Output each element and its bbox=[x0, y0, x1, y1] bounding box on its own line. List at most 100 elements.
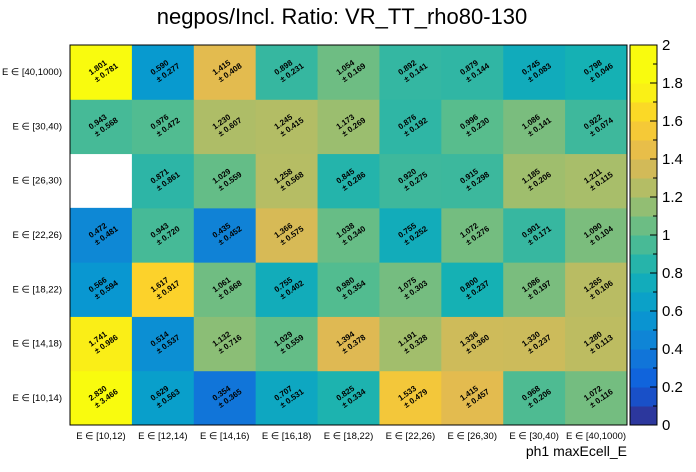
heatmap-cell bbox=[503, 207, 566, 263]
x-tick-label: E ∈ [30,40) bbox=[509, 431, 558, 442]
color-scale-tick-label: 2 bbox=[662, 37, 670, 54]
heatmap-cells bbox=[70, 45, 628, 426]
heatmap-cell bbox=[131, 207, 195, 263]
heatmap-cell bbox=[193, 207, 257, 263]
heatmap-cell bbox=[565, 45, 628, 100]
y-tick-label: E ∈ [26,30) bbox=[13, 176, 62, 187]
heatmap-cell bbox=[503, 316, 566, 372]
color-scale-swatch bbox=[630, 197, 657, 217]
y-tick-label: E ∈ [18,22) bbox=[13, 284, 62, 295]
heatmap-cell bbox=[255, 262, 319, 317]
color-scale-swatch bbox=[630, 45, 657, 65]
x-tick-label: E ∈ [26,30) bbox=[448, 431, 497, 442]
heatmap-cell bbox=[379, 262, 442, 317]
heatmap-cell bbox=[255, 370, 319, 426]
y-tick-label: E ∈ [22,26) bbox=[13, 230, 62, 241]
color-scale-swatch bbox=[630, 121, 657, 141]
color-scale-swatch bbox=[630, 330, 657, 350]
heatmap-cell bbox=[441, 99, 504, 155]
chart-title: negpos/Incl. Ratio: VR_TT_rho80-130 bbox=[157, 4, 528, 29]
color-scale-tick-label: 0.6 bbox=[662, 303, 683, 320]
heatmap-cell bbox=[503, 45, 566, 100]
color-scale-ticks: 0 0.2 0.4 0.6 0.8 1 1.2 1.4 1.6 1.8 2 bbox=[650, 37, 683, 434]
color-scale-tick-label: 0 bbox=[662, 417, 670, 434]
heatmap-cell bbox=[503, 153, 566, 209]
heatmap-cell bbox=[441, 153, 504, 209]
heatmap-cell bbox=[441, 207, 504, 263]
plot-frame bbox=[69, 44, 628, 426]
heatmap-cell bbox=[317, 316, 380, 372]
x-axis-label: ph1 maxEcell_E bbox=[526, 443, 627, 459]
y-tick-label: E ∈ [30,40) bbox=[13, 121, 62, 132]
heatmap-cell bbox=[70, 99, 133, 155]
heatmap-cell bbox=[441, 262, 504, 317]
color-scale-swatch bbox=[630, 349, 657, 369]
heatmap-cell bbox=[255, 45, 319, 100]
heatmap-cell bbox=[441, 370, 504, 426]
heatmap-cell bbox=[317, 370, 380, 426]
heatmap-cell bbox=[565, 316, 628, 372]
heatmap-cell bbox=[441, 45, 504, 100]
heatmap-cell bbox=[379, 45, 442, 100]
heatmap-cell bbox=[565, 262, 628, 317]
x-tick-label: E ∈ [12,14) bbox=[138, 431, 187, 442]
color-scale-swatch bbox=[630, 387, 657, 407]
color-scale-tick-label: 1.2 bbox=[662, 189, 683, 206]
heatmap-cell bbox=[565, 370, 628, 426]
color-scale-swatch bbox=[630, 254, 657, 274]
heatmap-cell bbox=[193, 153, 257, 209]
y-tick-labels: E ∈ [10,14) E ∈ [14,18) E ∈ [18,22) E ∈ [22… bbox=[2, 67, 62, 404]
x-tick-label: E ∈ [40,1000) bbox=[566, 431, 626, 442]
heatmap-cell bbox=[379, 153, 442, 209]
heatmap-cell bbox=[255, 153, 319, 209]
color-scale-tick-label: 1.6 bbox=[662, 113, 683, 130]
color-scale-swatch bbox=[630, 235, 657, 255]
heatmap-cell bbox=[70, 207, 133, 263]
heatmap-cell bbox=[317, 153, 380, 209]
heatmap-cell bbox=[565, 207, 628, 263]
heatmap-cell bbox=[379, 316, 442, 372]
color-scale-swatch bbox=[630, 178, 657, 198]
heatmap-cell bbox=[131, 45, 195, 100]
heatmap-cell bbox=[131, 370, 195, 426]
color-scale-tick-label: 0.4 bbox=[662, 341, 683, 358]
heatmap-cell bbox=[255, 316, 319, 372]
heatmap-cell bbox=[317, 99, 380, 155]
x-tick-label: E ∈ [16,18) bbox=[262, 431, 311, 442]
heatmap-cell bbox=[379, 99, 442, 155]
color-scale-swatch bbox=[630, 273, 657, 293]
heatmap-cell bbox=[565, 153, 628, 209]
heatmap-cell bbox=[503, 370, 566, 426]
heatmap-cell bbox=[317, 207, 380, 263]
heatmap-cell bbox=[441, 316, 504, 372]
heatmap-cell bbox=[379, 207, 442, 263]
heatmap-cell bbox=[70, 45, 133, 100]
heatmap-cell bbox=[255, 207, 319, 263]
x-tick-label: E ∈ [14,16) bbox=[200, 431, 249, 442]
color-scale-swatch bbox=[630, 159, 657, 179]
color-scale-swatch bbox=[630, 406, 657, 426]
heatmap-cell bbox=[317, 262, 380, 317]
color-scale-tick-label: 1.4 bbox=[662, 151, 683, 168]
color-scale-swatch bbox=[630, 311, 657, 331]
y-tick-label: E ∈ [40,1000) bbox=[2, 67, 62, 78]
x-tick-labels: E ∈ [10,12) E ∈ [12,14) E ∈ [14,16) E ∈ [16… bbox=[76, 431, 626, 442]
color-scale-swatch bbox=[630, 216, 657, 236]
heatmap-cell bbox=[70, 370, 133, 426]
heatmap-cell bbox=[131, 316, 195, 372]
heatmap-cell bbox=[193, 45, 257, 100]
color-scale-tick-label: 0.8 bbox=[662, 265, 683, 282]
heatmap-cell bbox=[193, 370, 257, 426]
x-tick-label: E ∈ [18,22) bbox=[324, 431, 373, 442]
heatmap-cell bbox=[193, 262, 257, 317]
heatmap-cell bbox=[131, 99, 195, 155]
color-scale-bar bbox=[629, 44, 658, 426]
heatmap-cell bbox=[70, 262, 133, 317]
color-scale-tick-label: 1.8 bbox=[662, 75, 683, 92]
heatmap-cell bbox=[70, 316, 133, 372]
heatmap-cell bbox=[503, 262, 566, 317]
y-tick-label: E ∈ [14,18) bbox=[13, 339, 62, 350]
color-scale-swatch bbox=[630, 140, 657, 160]
color-scale-swatch bbox=[630, 83, 657, 103]
